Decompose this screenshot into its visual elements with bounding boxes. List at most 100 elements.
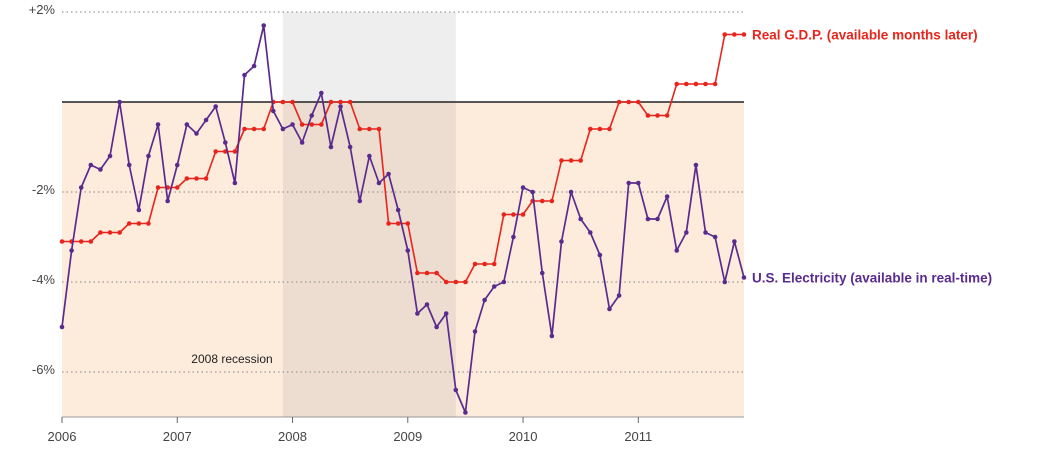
gdp-data-point [674, 81, 680, 87]
gdp-data-point [607, 126, 612, 132]
gdp-series-label: Real G.D.P. (available months later) [752, 28, 978, 43]
gdp-data-point [472, 261, 478, 267]
gdp-data-point [117, 230, 122, 235]
gdp-data-point [347, 99, 353, 105]
background-layer [62, 12, 744, 417]
x-tick-label: 2011 [624, 429, 652, 444]
electricity-data-point [587, 230, 593, 235]
gdp-data-point [712, 81, 718, 87]
electricity-data-point [655, 216, 660, 222]
y-tick-label: -2% [32, 182, 56, 197]
gdp-data-point [645, 113, 651, 118]
x-tick-label: 2008 [278, 429, 307, 444]
y-tick-label: -6% [32, 362, 56, 377]
electricity-data-point [319, 90, 324, 96]
gdp-data-point [386, 221, 391, 226]
gdp-data-point [242, 126, 247, 132]
electricity-data-point [136, 207, 142, 213]
electricity-data-point [203, 117, 209, 123]
recession-band [282, 12, 456, 102]
electricity-data-point [174, 162, 180, 168]
gdp-data-point [194, 176, 199, 181]
gdp-data-point [232, 149, 238, 154]
electricity-data-point [395, 207, 401, 213]
electricity-data-point [107, 153, 113, 159]
electricity-data-point [222, 140, 228, 145]
gdp-data-point [107, 230, 113, 235]
electricity-data-point [78, 185, 84, 190]
electricity-data-point [539, 270, 545, 276]
electricity-data-point [693, 162, 699, 168]
gdp-data-point [520, 212, 526, 217]
electricity-data-point [232, 180, 238, 186]
electricity-data-point [434, 324, 439, 330]
gdp-data-point [299, 122, 305, 127]
electricity-data-point [645, 216, 651, 222]
electricity-data-point [491, 284, 497, 289]
gdp-data-point [597, 126, 603, 132]
electricity-data-point [328, 144, 334, 150]
gdp-data-point [251, 126, 257, 132]
electricity-data-point [271, 108, 276, 114]
gdp-data-point [78, 239, 84, 244]
gdp-data-point [549, 198, 555, 204]
electricity-data-point [261, 23, 267, 28]
x-tick-label: 2010 [509, 429, 538, 444]
gdp-data-point [501, 212, 507, 217]
electricity-data-point [69, 248, 74, 253]
electricity-data-point [88, 162, 94, 168]
electricity-data-point [299, 140, 305, 145]
gdp-data-point [88, 239, 94, 244]
electricity-data-point [184, 122, 190, 127]
gdp-data-point [626, 99, 632, 105]
electricity-data-point [520, 185, 526, 190]
electricity-data-point [165, 198, 170, 204]
gdp-data-point [290, 99, 295, 105]
gdp-data-point [741, 32, 747, 37]
gdp-data-point [184, 176, 190, 181]
electricity-data-point [117, 99, 122, 105]
gdp-data-point [655, 113, 660, 118]
electricity-data-point [549, 333, 555, 339]
gdp-data-point [280, 99, 286, 105]
gdp-data-point [616, 99, 622, 105]
electricity-data-point [511, 234, 516, 240]
gdp-data-point [338, 99, 343, 105]
gdp-data-point [155, 185, 161, 190]
x-tick-label: 2006 [48, 429, 77, 444]
electricity-data-point [712, 234, 718, 240]
gdp-data-point [463, 279, 468, 285]
gdp-data-point [424, 270, 430, 276]
electricity-data-point [674, 248, 680, 253]
recession-label: 2008 recession [191, 352, 272, 366]
gdp-data-point [395, 221, 401, 226]
electricity-data-point [703, 230, 708, 235]
gdp-data-point [539, 198, 545, 204]
gdp-data-point [443, 279, 449, 285]
gdp-data-point [636, 99, 641, 105]
electricity-data-point [357, 198, 363, 204]
recession-band-overlap [282, 102, 456, 417]
electricity-data-point [443, 311, 449, 316]
gdp-data-point [261, 126, 267, 132]
electricity-data-point [290, 122, 295, 127]
electricity-data-point [146, 153, 151, 159]
electricity-data-point [636, 180, 641, 186]
electricity-data-point [530, 189, 535, 195]
gdp-data-point [415, 270, 420, 276]
electricity-data-point [482, 297, 487, 303]
gdp-data-point [722, 32, 728, 37]
electricity-data-point [347, 144, 353, 150]
electricity-data-point [242, 72, 247, 78]
gdp-data-point [684, 81, 689, 87]
gdp-data-point [482, 261, 487, 267]
gdp-data-point [453, 279, 459, 285]
gdp-data-point [203, 176, 209, 181]
electricity-data-point [424, 302, 430, 307]
x-tick-label: 2007 [163, 429, 192, 444]
gdp-data-point [568, 158, 574, 163]
gdp-data-point [357, 126, 363, 132]
gdp-data-point [491, 261, 497, 267]
electricity-data-point [376, 180, 382, 186]
x-tick-label: 2009 [393, 429, 422, 444]
